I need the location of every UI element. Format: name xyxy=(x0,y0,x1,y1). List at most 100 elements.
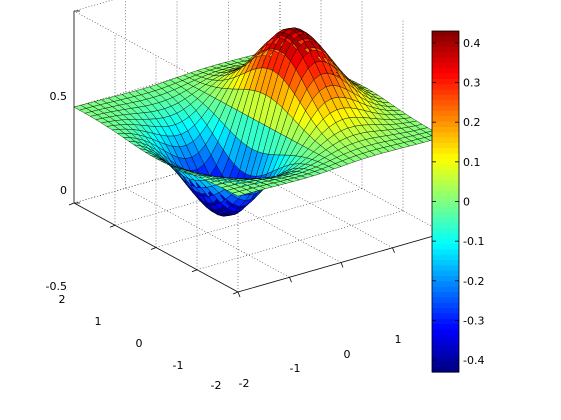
y-tick-mark xyxy=(150,247,157,250)
colorbar-tick-label: 0 xyxy=(463,196,470,209)
colorbar-band xyxy=(432,57,459,64)
colorbar-band xyxy=(432,196,459,203)
floor-grid-x xyxy=(176,173,342,263)
colorbar-tick-label: 0.2 xyxy=(463,116,481,129)
left-wall-grid-h xyxy=(73,202,239,293)
colorbar-band xyxy=(432,100,459,107)
y-tick-3: 1 xyxy=(95,315,102,328)
colorbar-band xyxy=(432,233,459,240)
colorbar-band xyxy=(432,350,459,357)
colorbar-band xyxy=(432,169,459,176)
colorbar-band xyxy=(432,94,459,101)
colorbar-band xyxy=(432,324,459,330)
colorbar-band xyxy=(432,249,459,256)
x-tick-mark xyxy=(289,277,292,283)
colorbar-band xyxy=(432,217,459,224)
colorbar-band xyxy=(432,318,459,325)
floor-grid-x xyxy=(125,187,290,278)
z-tick-1: 0 xyxy=(60,184,67,197)
x-tick-2: 0 xyxy=(344,348,351,361)
colorbar-tick-label: 0.4 xyxy=(463,37,481,50)
colorbar-band xyxy=(432,137,459,144)
colorbar-band xyxy=(432,185,459,192)
colorbar-band xyxy=(432,174,459,181)
surface-plot xyxy=(73,27,445,217)
colorbar-band xyxy=(432,356,459,362)
colorbar-tick-label: 0.3 xyxy=(463,77,481,90)
colorbar-band xyxy=(432,190,459,197)
x-tick-mark xyxy=(392,247,395,253)
colorbar-band xyxy=(432,206,459,213)
colorbar-band xyxy=(432,105,459,112)
y-tick-2: 0 xyxy=(136,337,143,350)
colorbar-band xyxy=(432,212,459,219)
floor-grid-x xyxy=(228,158,393,249)
colorbar-band xyxy=(432,334,459,341)
colorbar-band xyxy=(432,361,459,368)
colorbar-band xyxy=(432,126,459,133)
colorbar-tick-label: 0.1 xyxy=(463,156,481,169)
colorbar-band xyxy=(432,308,459,314)
colorbar-band xyxy=(432,164,459,171)
colorbar-band xyxy=(432,329,459,336)
colorbar-band xyxy=(432,265,459,272)
y-tick-mark xyxy=(232,291,239,295)
colorbar-band xyxy=(432,302,459,309)
colorbar-band xyxy=(432,84,459,91)
colorbar-tick-label: -0.3 xyxy=(463,314,484,327)
colorbar-band xyxy=(432,276,459,283)
colorbar-band xyxy=(432,46,459,53)
colorbar-band xyxy=(432,121,459,128)
colorbar-band xyxy=(432,340,459,346)
colorbar-band xyxy=(432,62,459,69)
colorbar-band xyxy=(432,260,459,267)
y-tick-1: -1 xyxy=(173,359,184,372)
colorbar-band xyxy=(432,158,459,165)
colorbar-band xyxy=(432,292,459,299)
colorbar-tick-label: -0.1 xyxy=(463,235,484,248)
colorbar-band xyxy=(432,238,459,245)
colorbar-band xyxy=(432,31,459,37)
x-tick-1: -1 xyxy=(290,362,301,375)
floor-grid-y xyxy=(196,210,404,271)
colorbar-band xyxy=(432,68,459,75)
y-tick-mark xyxy=(191,269,198,273)
colorbar: 0.4 0.3 0.2 0.1 0 -0.1 -0.2 -0.3 -0.4 xyxy=(431,30,484,373)
colorbar-band xyxy=(432,148,459,155)
colorbar-tick-label: -0.4 xyxy=(463,354,484,367)
colorbar-band xyxy=(432,254,459,261)
colorbar-band xyxy=(432,36,459,43)
y-tick-0: -2 xyxy=(211,379,222,392)
colorbar-band xyxy=(432,228,459,235)
colorbar-band xyxy=(432,73,459,80)
z-tick-2: 0.5 xyxy=(50,90,68,103)
colorbar-band xyxy=(432,222,459,229)
colorbar-band xyxy=(432,297,459,304)
y-tick-mark xyxy=(109,224,116,228)
x-tick-0: -2 xyxy=(239,377,250,390)
x-tick-3: 1 xyxy=(395,333,402,346)
colorbar-band xyxy=(432,180,459,187)
x-tick-mark xyxy=(340,262,344,268)
y-tick-mark xyxy=(68,202,75,206)
colorbar-band xyxy=(432,52,459,59)
z-tick-0: -0.5 xyxy=(46,280,67,293)
colorbar-band xyxy=(432,142,459,149)
colorbar-band xyxy=(432,270,459,277)
colorbar-band xyxy=(432,116,459,123)
colorbar-tick-label: -0.2 xyxy=(463,275,484,288)
left-wall-grid-h xyxy=(73,10,239,101)
colorbar-band xyxy=(432,244,459,251)
colorbar-band xyxy=(432,201,459,208)
y-tick-4: 2 xyxy=(59,293,66,306)
colorbar-band xyxy=(432,153,459,160)
colorbar-band xyxy=(432,313,459,320)
colorbar-band xyxy=(432,366,459,373)
colorbar-band xyxy=(432,281,459,288)
colorbar-band xyxy=(432,41,459,48)
colorbar-band xyxy=(432,89,459,96)
colorbar-band xyxy=(432,345,459,352)
colorbar-band xyxy=(432,132,459,139)
colorbar-band xyxy=(432,286,459,293)
